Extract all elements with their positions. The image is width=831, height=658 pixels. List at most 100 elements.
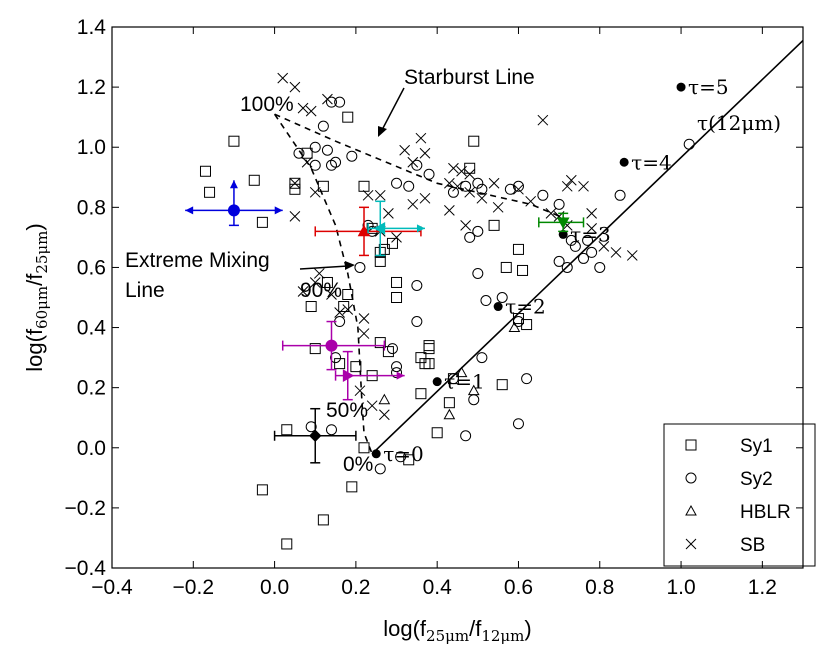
data-point <box>472 267 484 279</box>
data-point <box>289 81 301 93</box>
annotation-starburst: Starburst Line <box>404 66 535 89</box>
data-point <box>281 538 293 550</box>
data-point <box>476 192 488 204</box>
arrow-head <box>185 206 194 215</box>
arrow-head <box>229 180 238 189</box>
data-point <box>313 268 325 279</box>
data-point <box>407 156 419 168</box>
data-point <box>452 180 463 192</box>
y-tick-label: 0.2 <box>77 377 106 400</box>
data-point <box>460 220 471 231</box>
data-point <box>248 174 260 186</box>
data-point <box>553 255 565 267</box>
tau-label: τ=4 <box>631 150 672 174</box>
error-bar-points <box>185 180 585 464</box>
data-point <box>480 295 492 307</box>
data-point <box>289 177 301 189</box>
data-point <box>358 180 370 192</box>
error-point-marker <box>342 369 355 382</box>
data-point <box>391 361 403 373</box>
data-point <box>378 393 391 405</box>
x-tick-label: 1.2 <box>748 576 777 599</box>
data-point <box>561 180 573 192</box>
mixing-arrowhead <box>345 261 355 270</box>
data-point <box>309 141 321 153</box>
data-point <box>350 361 362 373</box>
x-tick-label: 0.4 <box>423 576 453 599</box>
data-point <box>407 198 419 210</box>
data-point <box>317 514 329 526</box>
legend-label: Sy2 <box>740 469 773 490</box>
data-point <box>594 261 606 273</box>
data-point <box>521 319 533 331</box>
starburst-arrow <box>381 87 405 131</box>
data-point <box>346 150 358 162</box>
x-tick-label: 1.0 <box>666 576 695 599</box>
data-point <box>610 247 622 258</box>
data-point <box>374 463 386 475</box>
data-point <box>309 186 321 198</box>
arrow-head <box>274 206 283 215</box>
annotations: Starburst Line Extreme Mixing Line 100% … <box>125 66 781 476</box>
data-point <box>338 301 350 313</box>
data-point <box>508 321 521 333</box>
tau-marker <box>558 229 568 239</box>
data-point <box>321 276 333 288</box>
data-point <box>317 180 329 192</box>
annotation-mixing-line-2: Line <box>125 279 165 302</box>
tau-label: τ=5 <box>688 75 729 99</box>
data-point <box>309 343 321 355</box>
annotation-50pct: 50% <box>326 399 368 422</box>
data-point <box>391 367 403 379</box>
data-point <box>297 102 309 114</box>
y-axis-label: log(f60μm/f25μm) <box>22 223 51 371</box>
error-point <box>538 212 585 233</box>
data-point <box>354 385 366 397</box>
data-point <box>330 352 342 364</box>
legend: Sy1 Sy2 HBLR SB <box>663 423 816 567</box>
data-point <box>565 234 577 246</box>
starburst-line <box>274 113 568 221</box>
error-point-marker <box>227 204 240 217</box>
y-tick-label: −0.2 <box>65 497 106 520</box>
data-point <box>423 358 435 370</box>
data-point <box>444 177 455 189</box>
starburst-arrowhead <box>378 126 387 137</box>
data-point <box>391 232 402 243</box>
arrow-head <box>416 224 425 233</box>
tau-label: τ=2 <box>505 295 546 319</box>
data-point <box>395 451 407 463</box>
series-hblr <box>378 321 521 420</box>
tau-marker <box>493 302 503 312</box>
data-point <box>598 241 610 252</box>
annotation-0pct: 0% <box>343 453 373 476</box>
data-point <box>301 147 313 159</box>
series-sy2 <box>293 96 695 475</box>
y-tick-label: 0.8 <box>77 196 106 219</box>
data-point <box>358 328 370 339</box>
data-point <box>403 454 415 466</box>
data-point <box>289 177 301 189</box>
tau-line <box>371 39 803 455</box>
data-point <box>378 243 390 255</box>
data-point <box>391 177 403 189</box>
data-point <box>309 159 321 171</box>
data-point <box>467 384 480 396</box>
data-point <box>464 231 476 243</box>
data-point <box>305 421 317 433</box>
legend-marker-sy1 <box>685 439 697 451</box>
data-point <box>586 246 598 258</box>
data-point <box>423 340 435 352</box>
data-point <box>419 192 431 204</box>
data-point <box>448 162 459 174</box>
tau-marker <box>432 377 442 387</box>
extreme-mixing-line <box>273 113 373 455</box>
data-point <box>289 183 301 195</box>
legend-marker-sy2 <box>685 472 697 484</box>
annotation-mixing-line-1: Extreme Mixing <box>125 249 270 272</box>
data-point <box>614 189 626 201</box>
tau-marker <box>676 82 686 92</box>
data-point <box>305 301 317 313</box>
y-tick-label: 0.4 <box>77 317 107 340</box>
error-point-marker <box>325 339 338 352</box>
